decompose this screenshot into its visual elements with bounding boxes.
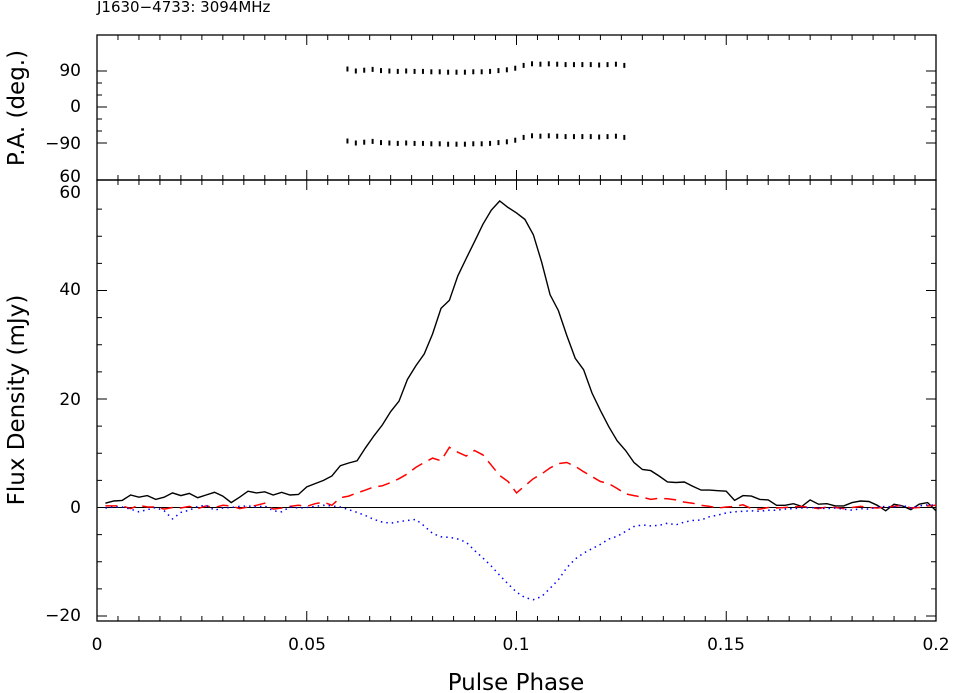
pa-panel-frame	[96, 34, 937, 181]
profile-y-axis-label: Flux Density (mJy)	[4, 295, 30, 506]
pa-ytick-label: 60	[59, 167, 81, 187]
profile-ytick-label: 60	[59, 183, 81, 203]
chart-title: J1630−4733: 3094MHz	[96, 0, 271, 16]
profile-ytick-label: 20	[59, 390, 81, 410]
profile-axis-ticks	[96, 180, 937, 621]
profile-ytick-label: 0	[70, 498, 81, 518]
pa-axis-ticks	[96, 35, 937, 180]
profile-ytick-label: 40	[59, 280, 81, 300]
profile-ytick-label: −20	[45, 606, 81, 626]
profile-series	[105, 200, 937, 601]
series-line	[105, 446, 937, 510]
xtick-label: 0	[92, 635, 103, 655]
series-line	[105, 504, 937, 601]
pa-ytick-label: 0	[70, 97, 81, 117]
series-line	[105, 200, 937, 512]
pa-y-axis-label: P.A. (deg.)	[4, 50, 30, 166]
pa-ytick-label: 90	[59, 61, 81, 81]
pa-points	[346, 61, 626, 147]
pa-ytick-label: −90	[45, 134, 81, 154]
xtick-label: 0.15	[707, 635, 745, 655]
x-axis-label: Pulse Phase	[448, 670, 585, 693]
xtick-label: 0.2	[922, 635, 949, 655]
profile-panel-frame	[96, 179, 937, 622]
xtick-label: 0.1	[502, 635, 529, 655]
xtick-label: 0.05	[288, 635, 326, 655]
